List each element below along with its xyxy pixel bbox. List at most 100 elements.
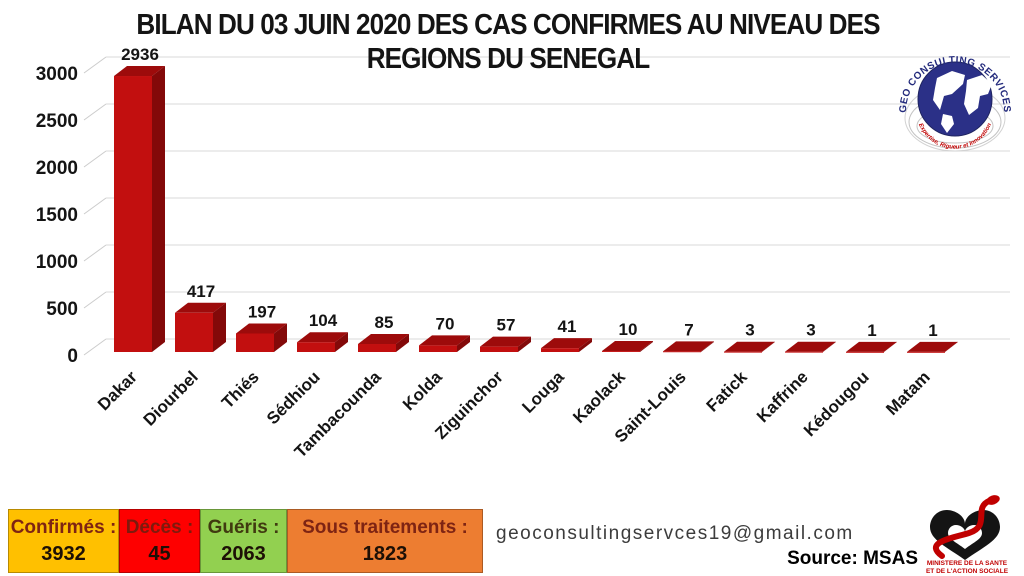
category-label: Kaffrine	[753, 367, 812, 426]
value-label: 10	[619, 320, 638, 339]
grid-depth-connector	[83, 244, 107, 262]
bar-Diourbel	[175, 312, 213, 352]
source-label: Source: MSAS	[787, 548, 918, 569]
stat-treatment-label: Sous traitements :	[302, 517, 468, 538]
bar-Dakar	[114, 76, 152, 353]
ministry-health-logo: MINISTERE DE LA SANTE ET DE L'ACTION SOC…	[926, 495, 1009, 575]
y-axis-label: 1500	[36, 205, 78, 226]
value-label: 41	[558, 317, 577, 336]
bar-Thiés	[236, 333, 274, 352]
bar-Fatick	[724, 351, 762, 353]
category-label: Sédhiou	[263, 367, 324, 428]
contact-email: geoconsultingservces19@gmail.com	[496, 523, 854, 544]
grid-depth-connector	[83, 197, 107, 215]
bar-side-face	[701, 341, 714, 352]
value-label: 85	[375, 313, 394, 332]
continent-north-america	[933, 71, 965, 110]
bar-side-face	[457, 335, 470, 352]
stat-treatment-value: 1823	[362, 543, 408, 565]
bar-side-face	[579, 338, 592, 352]
category-label: Kaolack	[569, 367, 629, 427]
continent-south-america	[941, 114, 954, 133]
category-label: Dakar	[94, 367, 141, 414]
bar-side-face	[945, 341, 958, 352]
value-label: 417	[187, 282, 215, 301]
bar-top-face	[846, 341, 897, 352]
bar-side-face	[884, 341, 897, 352]
grid-depth-connector	[83, 150, 107, 168]
bar-side-face	[396, 334, 409, 352]
category-label: Fatick	[703, 367, 752, 416]
grid-depth-connector	[83, 103, 107, 121]
snake-icon	[932, 498, 992, 559]
bar-side-face	[640, 341, 653, 352]
ministry-text-line1: MINISTERE DE LA SANTE	[927, 560, 1008, 567]
stat-confirmed-value: 3932	[41, 543, 86, 565]
bar-top-face	[663, 341, 714, 352]
value-label: 70	[436, 314, 455, 333]
grid-depth-connector	[83, 291, 107, 309]
value-label: 7	[684, 320, 693, 339]
bar-Kaffrine	[785, 351, 823, 353]
category-label: Matam	[882, 367, 934, 419]
bar-top-face	[114, 66, 165, 77]
bar-top-face	[785, 341, 836, 352]
ministry-text-line2: ET DE L'ACTION SOCIALE	[926, 568, 1009, 575]
grid-depth-connector	[83, 56, 107, 74]
bar-top-face	[297, 332, 348, 343]
category-label: Louga	[518, 367, 568, 417]
bar-Tambacounda	[358, 344, 396, 352]
bar-Matam	[907, 351, 945, 353]
bar-top-face	[175, 302, 226, 313]
category-label: Kédougou	[800, 367, 873, 440]
stat-deaths: Décès : 45	[119, 509, 200, 573]
bar-side-face	[762, 341, 775, 352]
value-label: 104	[309, 311, 338, 330]
bar-side-face	[152, 66, 165, 353]
stat-recovered-label: Guéris :	[207, 517, 280, 538]
value-label: 1	[867, 321, 876, 340]
stat-recovered: Guéris : 2063	[200, 509, 287, 573]
bar-side-face	[274, 323, 287, 352]
bar-Kaolack	[602, 351, 640, 352]
bar-top-face	[480, 336, 531, 347]
stat-recovered-value: 2063	[221, 543, 266, 565]
bar-Sédhiou	[297, 342, 335, 352]
value-label: 57	[497, 316, 516, 335]
value-label: 3	[806, 321, 815, 340]
snake-head	[986, 495, 1000, 505]
geo-consulting-logo: GEO CONSULTING SERVICES Expertise, Rigue…	[898, 55, 1012, 152]
grid-depth-connector	[83, 338, 107, 356]
continent-africa-eurasia	[964, 75, 992, 115]
bar-top-face	[419, 335, 470, 346]
bar-top-face	[541, 338, 592, 349]
bar-chart: 0500100015002000250030002936Dakar417Diou…	[36, 45, 1010, 461]
bar-Kédougou	[846, 351, 884, 353]
stat-confirmed-label: Confirmés :	[10, 517, 117, 538]
bar-top-face	[358, 334, 409, 345]
bar-top-face	[236, 323, 287, 334]
bar-Ziguinchor	[480, 346, 518, 352]
value-label: 2936	[121, 45, 159, 64]
bar-top-face	[602, 341, 653, 352]
stats-strip: Confirmés : 3932 Décès : 45 Guéris : 206…	[8, 509, 483, 573]
bar-Kolda	[419, 345, 457, 352]
value-label: 197	[248, 302, 276, 321]
category-label: Diourbel	[140, 367, 202, 429]
y-axis-label: 0	[67, 346, 78, 367]
bar-side-face	[823, 341, 836, 352]
bar-top-face	[724, 341, 775, 352]
y-axis-label: 2000	[36, 158, 78, 179]
value-label: 3	[745, 321, 754, 340]
stat-deaths-value: 45	[148, 543, 171, 565]
stat-treatment: Sous traitements : 1823	[287, 509, 483, 573]
bar-Saint-Louis	[663, 351, 701, 353]
y-axis-label: 1000	[36, 252, 78, 273]
bar-top-face	[907, 341, 958, 352]
stat-deaths-label: Décès :	[125, 517, 194, 538]
value-label: 1	[928, 321, 937, 340]
y-axis-label: 500	[46, 299, 78, 320]
bar-side-face	[213, 302, 226, 352]
category-label: Thiés	[218, 367, 263, 412]
